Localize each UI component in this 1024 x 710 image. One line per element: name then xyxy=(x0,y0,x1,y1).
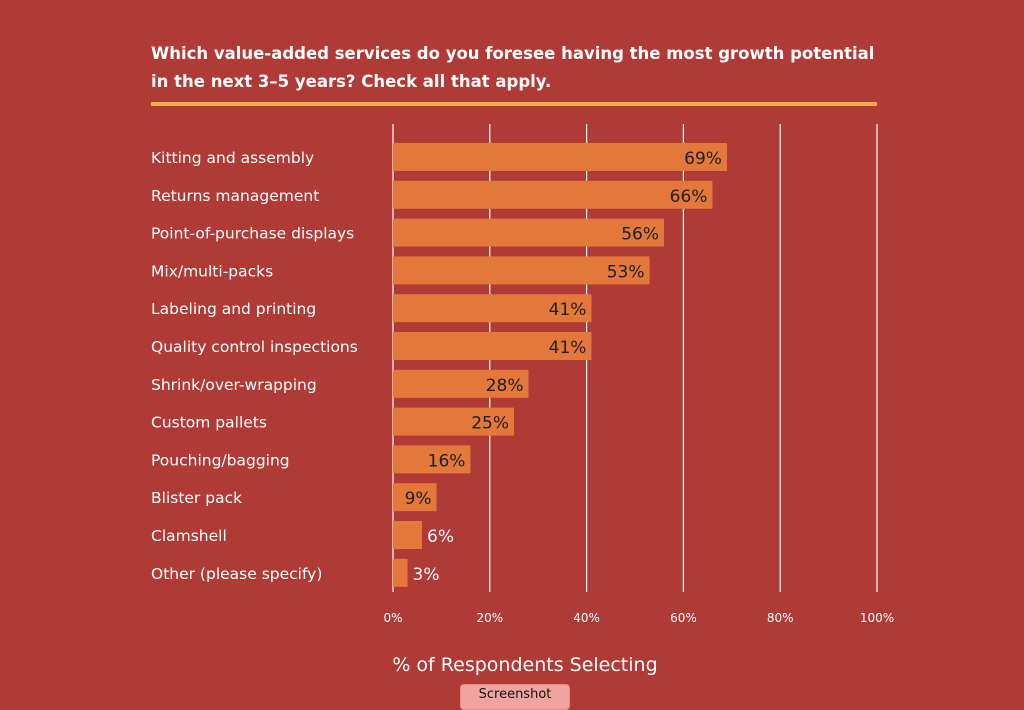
value-label: 53% xyxy=(607,262,645,282)
value-label: 56% xyxy=(621,225,659,245)
value-label: 66% xyxy=(670,187,708,207)
x-axis-label: % of Respondents Selecting xyxy=(392,654,658,676)
bar xyxy=(393,521,423,549)
value-label: 28% xyxy=(486,376,524,396)
bar xyxy=(393,256,650,285)
title-underline xyxy=(151,102,877,106)
category-label: Kitting and assembly xyxy=(151,149,314,167)
value-label: 6% xyxy=(427,527,454,547)
category-label: Pouching/bagging xyxy=(151,451,290,469)
bar xyxy=(393,294,592,323)
value-label: 41% xyxy=(549,338,587,358)
bar xyxy=(393,483,437,512)
x-tick-label: 60% xyxy=(670,611,697,625)
x-tick-label: 0% xyxy=(383,611,402,625)
value-label: 16% xyxy=(428,451,466,471)
x-tick-label: 80% xyxy=(767,611,794,625)
value-labels: 69% 66% 56% 53% 41% 41% 28% 25%16% 9% 6% 3% xyxy=(405,149,722,585)
category-labels: Kitting and assembly Returns management Po… xyxy=(151,149,358,583)
bar xyxy=(393,407,514,436)
category-label: Clamshell xyxy=(151,527,227,545)
x-tick-label: 40% xyxy=(573,611,600,625)
category-label: Point-of-purchase displays xyxy=(151,225,354,243)
category-label: Shrink/over-wrapping xyxy=(151,376,317,394)
bar xyxy=(393,445,471,474)
category-label: Blister pack xyxy=(151,489,242,507)
bar xyxy=(393,143,727,171)
chart-title: Which value-added services do you forese… xyxy=(151,44,875,91)
value-label: 9% xyxy=(405,489,432,509)
bar xyxy=(393,369,529,398)
category-label: Custom pallets xyxy=(151,414,267,432)
category-label: Mix/multi-packs xyxy=(151,262,273,280)
value-label: 25% xyxy=(471,414,509,434)
category-label: Quality control inspections xyxy=(151,338,358,356)
bars xyxy=(393,143,727,587)
category-label: Other (please specify) xyxy=(151,565,322,583)
category-label: Returns management xyxy=(151,187,319,205)
x-tick-labels: 0% 20% 40% 60% 80% 100% xyxy=(383,611,894,625)
bar xyxy=(393,180,713,209)
bar xyxy=(393,218,665,247)
bar xyxy=(393,332,592,360)
value-label: 41% xyxy=(549,300,587,320)
value-label: 3% xyxy=(413,565,440,585)
x-tick-label: 100% xyxy=(860,611,894,625)
category-label: Labeling and printing xyxy=(151,300,316,318)
bar xyxy=(393,558,408,587)
value-label: 69% xyxy=(684,149,722,169)
screenshot-button[interactable]: Screenshot xyxy=(460,684,570,710)
x-tick-label: 20% xyxy=(476,611,503,625)
